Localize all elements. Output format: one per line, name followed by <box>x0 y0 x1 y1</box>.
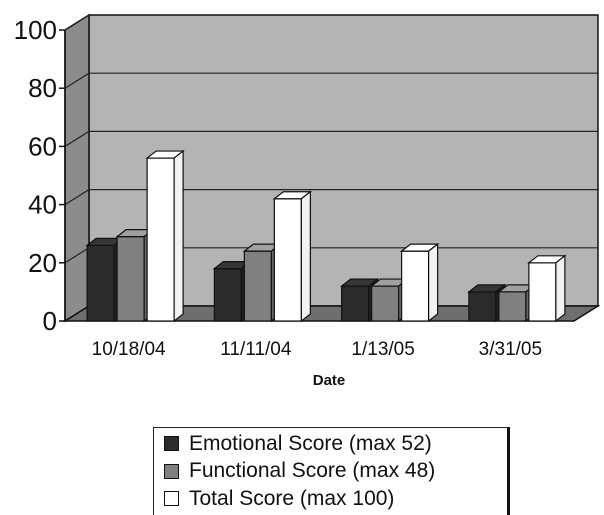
bar <box>399 242 440 323</box>
legend-swatch-emotional <box>164 436 179 452</box>
y-tick-label: 0 <box>43 306 57 336</box>
legend-swatch-functional <box>164 463 179 479</box>
legend-swatch-total <box>164 491 179 507</box>
y-tick-label: 20 <box>28 248 57 278</box>
x-tick-label: 3/31/05 <box>479 339 542 360</box>
legend-label-functional: Functional Score (max 48) <box>189 459 436 483</box>
y-tick-label: 60 <box>28 131 57 161</box>
bar <box>145 149 185 323</box>
bar-side <box>428 242 439 323</box>
bar-side <box>300 190 311 323</box>
bar-front <box>146 157 175 322</box>
legend-item-functional: Functional Score (max 48) <box>164 458 507 486</box>
bar-side <box>173 149 184 323</box>
bar <box>527 254 567 323</box>
bar-side <box>555 254 566 323</box>
x-tick-label: 11/11/04 <box>220 339 292 360</box>
gridline <box>64 189 598 206</box>
plot-area <box>62 13 601 323</box>
bar <box>272 190 313 323</box>
y-tick-label: 40 <box>28 190 57 220</box>
x-axis-title: Date <box>313 372 346 389</box>
bar-front <box>86 244 115 322</box>
bar <box>212 260 253 323</box>
bar-front <box>468 291 497 322</box>
legend: Emotional Score (max 52) Functional Scor… <box>153 427 510 515</box>
plot-side-wall <box>64 13 90 323</box>
y-tick-label: 80 <box>28 73 57 103</box>
bars <box>85 149 567 323</box>
legend-item-total: Total Score (max 100) <box>164 485 507 513</box>
bar-front <box>528 262 557 322</box>
bar-front <box>371 285 400 322</box>
x-tick-label: 10/18/04 <box>92 339 166 360</box>
y-tick-label: 100 <box>14 15 57 45</box>
bar-front <box>213 268 242 322</box>
bar-front <box>116 236 145 322</box>
legend-label-emotional: Emotional Score (max 52) <box>189 431 432 455</box>
gridline <box>64 130 598 147</box>
legend-label-total: Total Score (max 100) <box>189 486 395 510</box>
legend-item-emotional: Emotional Score (max 52) <box>164 430 507 458</box>
bar-front <box>401 250 430 322</box>
bar-front <box>341 285 370 322</box>
gridline <box>64 72 598 89</box>
gridline <box>64 14 598 31</box>
x-tick-label: 1/13/05 <box>351 339 414 360</box>
axis-labels: 0 20 40 60 80 100 10/18/04 11/11/04 1/13/05 3/31/… <box>14 15 542 360</box>
bar-front <box>273 198 302 322</box>
bar-front <box>498 291 527 322</box>
bar-front <box>243 250 272 322</box>
